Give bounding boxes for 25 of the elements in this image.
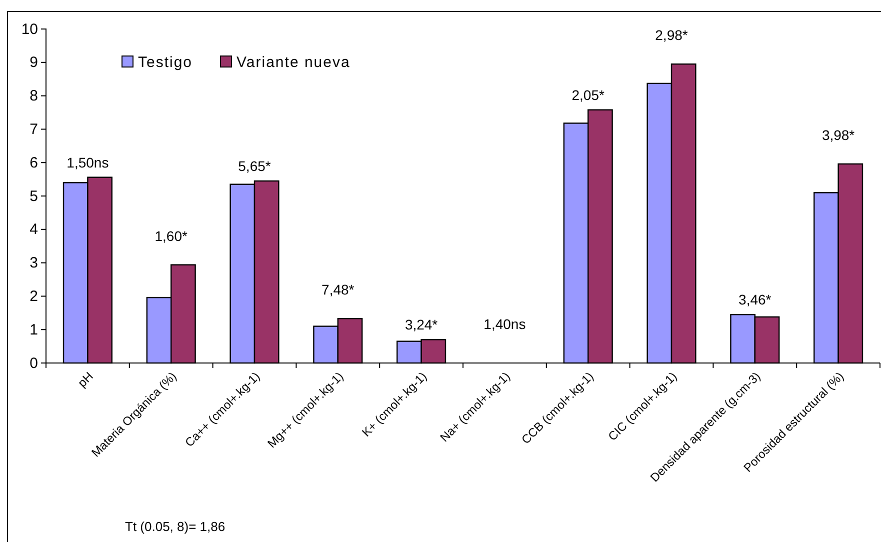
annotation: 5,65*	[238, 158, 272, 174]
annotation: 2,05*	[572, 86, 605, 103]
legend-label: Variante nueva	[236, 54, 350, 71]
annotation: 1,40ns	[484, 316, 526, 332]
annotation: 3,46*	[738, 292, 772, 308]
annotation: 7,48*	[322, 282, 355, 298]
annotation: 3,24*	[404, 316, 438, 333]
y-tick-label: 6	[30, 154, 38, 172]
annotation: 1,50ns	[66, 154, 109, 170]
y-tick-label: 4	[30, 221, 38, 238]
text: Tt (0.05, 8)= 1,86	[125, 519, 226, 534]
annotation: 2,98*	[655, 27, 688, 44]
y-tick-label: 3	[30, 254, 38, 272]
x-tick-label: pH	[75, 369, 96, 390]
annotation: 3,98*	[822, 126, 856, 143]
y-tick-label: 2	[30, 288, 38, 305]
y-tick-label: 10	[21, 20, 38, 38]
legend-label: Testigo	[138, 54, 193, 71]
y-tick-label: 7	[30, 121, 38, 138]
y-tick-label: 1	[30, 321, 38, 338]
y-tick-label: 5	[30, 188, 38, 205]
y-tick-label: 9	[30, 54, 38, 72]
y-tick-label: 0	[30, 354, 38, 372]
annotation: 1,60*	[154, 228, 188, 244]
y-tick-label: 8	[30, 88, 38, 105]
